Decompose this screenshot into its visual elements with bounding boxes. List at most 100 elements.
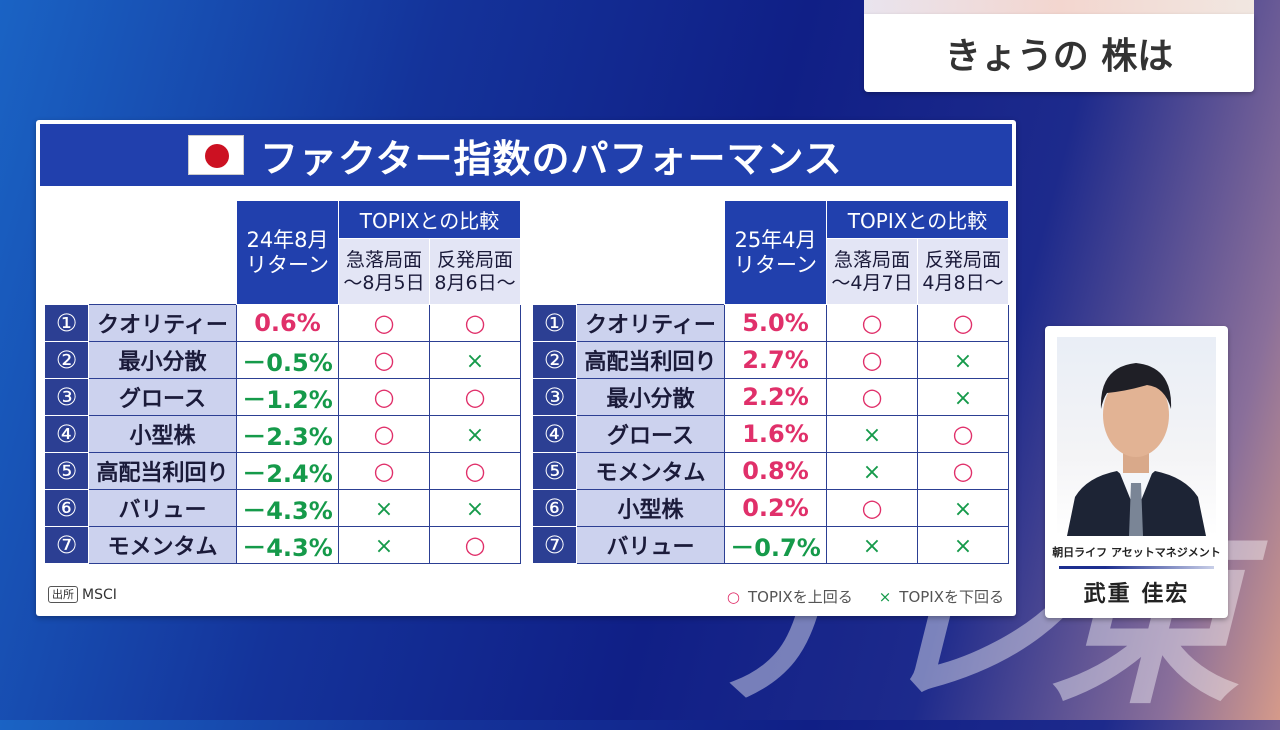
circle-mark-icon: ○: [373, 457, 395, 485]
table-row: ⑤ 高配当利回り －2.4% ○ ○: [44, 452, 522, 490]
crash-phase-mark: ○: [338, 415, 430, 453]
table-2025-apr: 25年4月 リターン TOPIXとの比較 急落局面 ～4月7日 反発局面 4月8…: [532, 200, 1010, 564]
cross-mark-icon: ×: [878, 588, 892, 606]
rank-number: ⑦: [532, 526, 577, 564]
rank-number: ②: [44, 341, 89, 379]
compare-header: TOPIXとの比較: [825, 200, 1010, 239]
table-row: ① クオリティー 5.0% ○ ○: [532, 304, 1010, 342]
return-value: －2.3%: [236, 415, 339, 453]
rank-number: ④: [532, 415, 577, 453]
table-row: ⑦ バリュー －0.7% × ×: [532, 526, 1010, 564]
return-value: －4.3%: [236, 526, 339, 564]
factor-name: モメンタム: [576, 452, 725, 490]
cross-mark-icon: ×: [953, 386, 973, 411]
circle-mark-icon: ○: [373, 383, 395, 411]
crash-phase-mark: ○: [826, 378, 918, 416]
table-row: ④ 小型株 －2.3% ○ ×: [44, 415, 522, 453]
circle-mark-icon: ○: [726, 588, 740, 606]
legend-below-text: TOPIXを下回る: [899, 588, 1004, 606]
rebound-phase-mark: ○: [916, 415, 1010, 453]
circle-mark-icon: ○: [373, 420, 395, 448]
factor-name: バリュー: [576, 526, 725, 564]
commentator-name: 武重 佳宏: [1083, 582, 1190, 607]
rank-number: ⑤: [532, 452, 577, 490]
rank-number: ③: [44, 378, 89, 416]
rebound-phase-mark: ○: [428, 526, 522, 564]
crash-phase-mark: ×: [826, 415, 918, 453]
circle-mark-icon: ○: [373, 309, 395, 337]
cross-mark-icon: ×: [953, 534, 973, 559]
table-row: ⑥ 小型株 0.2% ○ ×: [532, 489, 1010, 527]
rebound-phase-mark: ×: [428, 415, 522, 453]
table-row: ③ グロース －1.2% ○ ○: [44, 378, 522, 416]
commentator-company: 朝日ライフ アセットマネジメント: [1052, 546, 1221, 559]
crash-phase-header: 急落局面 ～4月7日: [826, 238, 918, 305]
panel-title: ファクター指数のパフォーマンス: [260, 136, 843, 181]
cross-mark-icon: ×: [862, 460, 882, 485]
crash-phase-mark: ×: [338, 489, 430, 527]
cross-mark-icon: ×: [465, 349, 485, 374]
rank-number: ①: [44, 304, 89, 342]
circle-mark-icon: ○: [373, 346, 395, 374]
cross-mark-icon: ×: [862, 534, 882, 559]
rebound-phase-header: 反発局面 8月6日～: [428, 238, 522, 305]
crash-phase-mark: ○: [826, 341, 918, 379]
crash-phase-mark: ○: [338, 304, 430, 342]
compare-header: TOPIXとの比較: [337, 200, 522, 239]
crash-phase-mark: ○: [338, 452, 430, 490]
rebound-phase-mark: ×: [916, 341, 1010, 379]
source-text: MSCI: [82, 586, 117, 603]
table-row: ⑦ モメンタム －4.3% × ○: [44, 526, 522, 564]
rank-number: ⑦: [44, 526, 89, 564]
circle-mark-icon: ○: [861, 383, 883, 411]
table-row: ⑥ バリュー －4.3% × ×: [44, 489, 522, 527]
circle-mark-icon: ○: [861, 346, 883, 374]
legend: ○ TOPIXを上回る × TOPIXを下回る: [727, 586, 1004, 607]
commentator-photo: [1057, 337, 1216, 536]
rebound-phase-mark: ○: [916, 452, 1010, 490]
rank-number: ③: [532, 378, 577, 416]
commentator-card: 朝日ライフ アセットマネジメント 武重 佳宏: [1045, 326, 1228, 618]
japan-flag-icon: [188, 135, 244, 175]
corner-title-card: きょうの 株は: [864, 14, 1254, 92]
rebound-phase-mark: ×: [428, 341, 522, 379]
cross-mark-icon: ×: [465, 423, 485, 448]
return-value: －1.2%: [236, 378, 339, 416]
return-value: －0.5%: [236, 341, 339, 379]
return-value: 2.7%: [724, 341, 827, 379]
legend-below: × TOPIXを下回る: [879, 586, 1004, 607]
rank-number: ④: [44, 415, 89, 453]
corner-title-accent: [864, 0, 1254, 14]
name-divider: [1059, 566, 1214, 569]
panel-header: ファクター指数のパフォーマンス: [40, 124, 1012, 186]
return-header: 25年4月 リターン: [724, 200, 827, 305]
crash-phase-mark: ○: [826, 304, 918, 342]
rank-number: ⑤: [44, 452, 89, 490]
return-header: 24年8月 リターン: [236, 200, 339, 305]
crash-phase-mark: ×: [826, 452, 918, 490]
table-row: ① クオリティー 0.6% ○ ○: [44, 304, 522, 342]
factor-name: バリュー: [88, 489, 237, 527]
table-row: ④ グロース 1.6% × ○: [532, 415, 1010, 453]
circle-mark-icon: ○: [464, 531, 486, 559]
crash-phase-header: 急落局面 ～8月5日: [338, 238, 430, 305]
rebound-phase-mark: ○: [916, 304, 1010, 342]
return-value: －2.4%: [236, 452, 339, 490]
crash-phase-mark: ○: [826, 489, 918, 527]
factor-name: グロース: [88, 378, 237, 416]
factor-name: 小型株: [88, 415, 237, 453]
cross-mark-icon: ×: [465, 497, 485, 522]
crash-phase-mark: ○: [338, 378, 430, 416]
table-row: ② 最小分散 －0.5% ○ ×: [44, 341, 522, 379]
factor-name: グロース: [576, 415, 725, 453]
circle-mark-icon: ○: [464, 457, 486, 485]
rebound-phase-mark: ×: [916, 489, 1010, 527]
legend-above-text: TOPIXを上回る: [747, 588, 853, 606]
rebound-phase-mark: ×: [916, 378, 1010, 416]
rebound-phase-mark: ×: [428, 489, 522, 527]
return-value: 0.2%: [724, 489, 827, 527]
rank-number: ①: [532, 304, 577, 342]
return-value: －4.3%: [236, 489, 339, 527]
rank-number: ⑥: [44, 489, 89, 527]
cross-mark-icon: ×: [953, 349, 973, 374]
